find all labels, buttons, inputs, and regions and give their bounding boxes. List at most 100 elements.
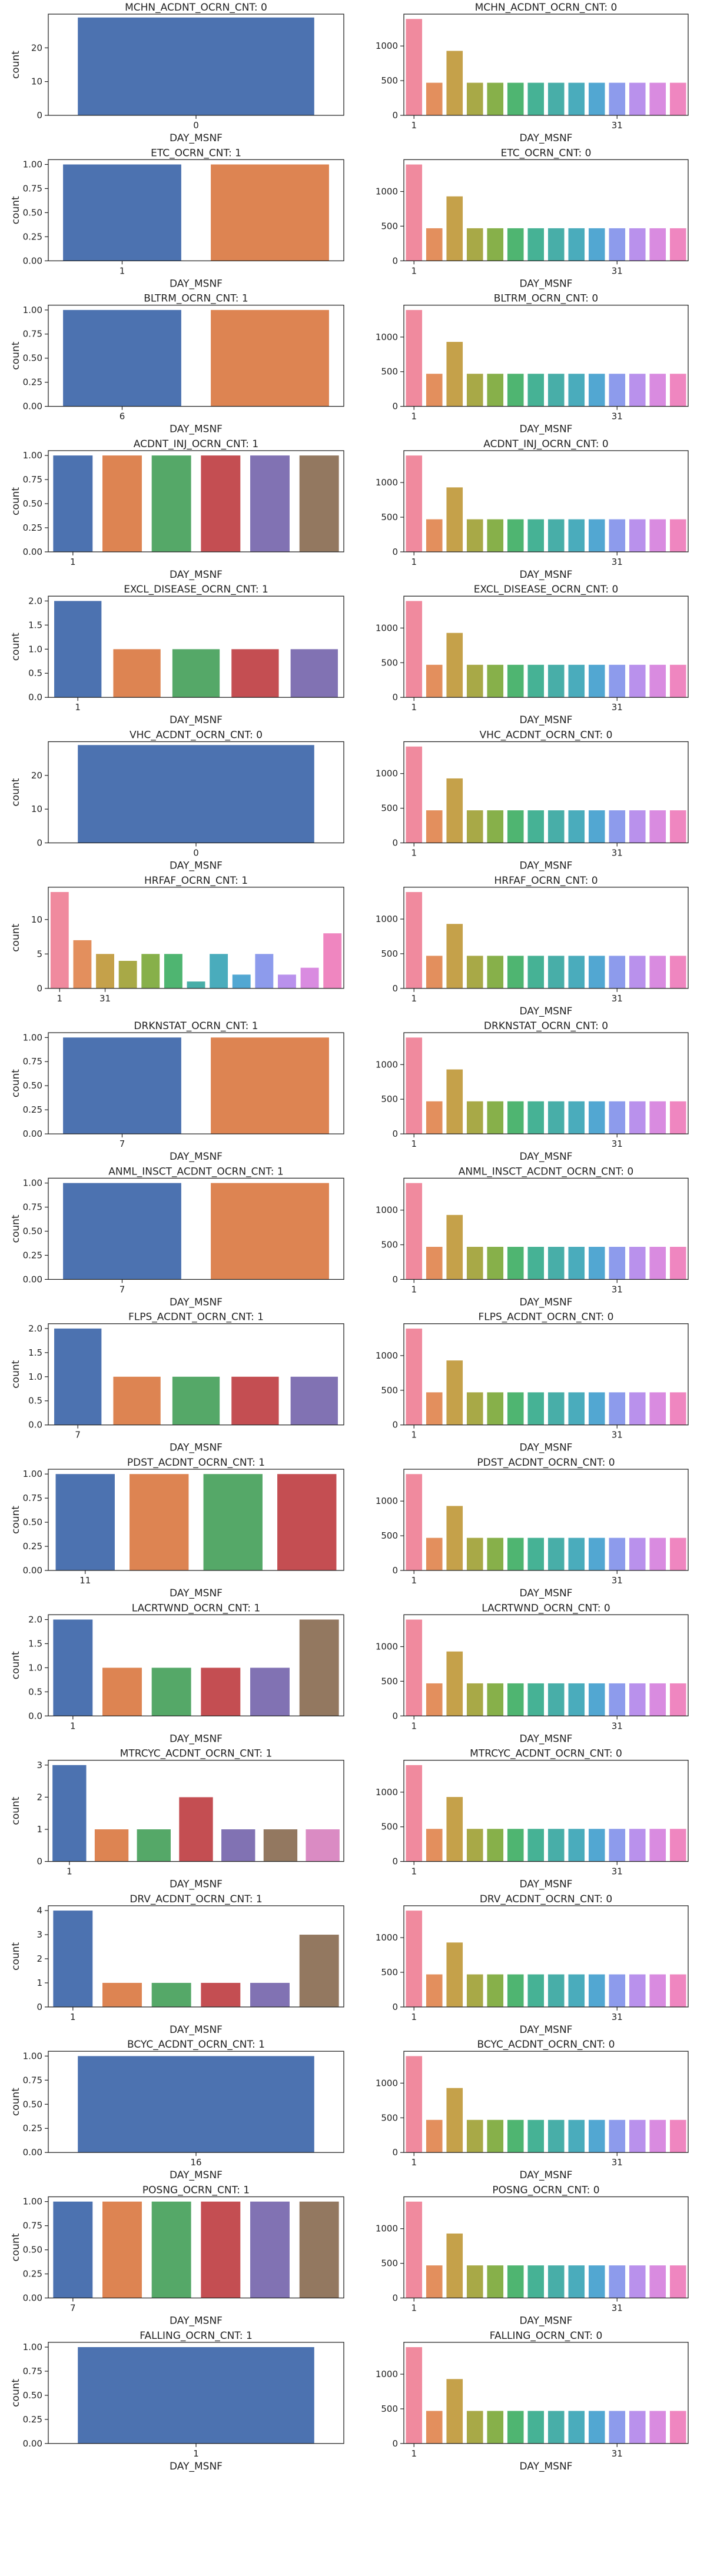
subplot-title: DRV_ACDNT_OCRN_CNT: 0 xyxy=(480,1893,612,1905)
bar xyxy=(426,2119,443,2153)
plot-frame xyxy=(48,1032,344,1134)
bar xyxy=(588,519,605,552)
x-tick-label: 31 xyxy=(612,120,623,131)
subplot-10: 0 500 1000 1 31 EXCL_DISEASE_OCRN_CNT: 0 DAY_M… xyxy=(376,584,689,726)
x-axis-label: DAY_MSNF xyxy=(170,1733,223,1745)
y-tick-label: 500 xyxy=(381,1676,398,1686)
bar xyxy=(406,1765,423,1862)
x-tick-label: 7 xyxy=(75,1430,81,1440)
bar xyxy=(609,228,626,261)
subplot-title: EXCL_DISEASE_OCRN_CNT: 1 xyxy=(124,584,268,595)
bar xyxy=(300,967,319,989)
bar xyxy=(203,1474,263,1570)
subplot-title: ACDNT_INJ_OCRN_CNT: 1 xyxy=(134,438,258,450)
x-axis-label: DAY_MSNF xyxy=(520,2024,573,2036)
x-tick-label: 31 xyxy=(612,557,623,567)
y-tick-label: 10 xyxy=(31,804,42,814)
y-tick-label: 1000 xyxy=(376,1496,398,1506)
x-tick-label: 1 xyxy=(411,2012,417,2022)
x-tick-label: 6 xyxy=(120,411,125,422)
bar xyxy=(487,374,504,407)
x-tick-label: 1 xyxy=(411,1430,417,1440)
bar xyxy=(547,956,565,989)
bar xyxy=(466,956,483,989)
y-tick-label: 0.50 xyxy=(23,498,42,509)
bar xyxy=(113,649,161,698)
bar xyxy=(250,1982,290,2007)
y-tick-label: 2 xyxy=(36,1953,42,1964)
y-tick-label: 0.25 xyxy=(23,1104,42,1115)
bar xyxy=(102,1982,142,2007)
bar xyxy=(446,1360,463,1425)
subplot-12: 0 500 1000 1 31 VHC_ACDNT_OCRN_CNT: 0 DAY_MSNF xyxy=(376,730,689,872)
bar xyxy=(466,664,483,698)
x-tick-label: 31 xyxy=(612,1720,623,1731)
bar xyxy=(446,1506,463,1570)
x-axis-label: DAY_MSNF xyxy=(520,1296,573,1308)
bar xyxy=(669,1537,686,1570)
bar xyxy=(649,1537,666,1570)
bar xyxy=(130,1474,189,1570)
bar xyxy=(466,519,483,552)
bar xyxy=(669,810,686,843)
bar xyxy=(547,82,565,115)
x-axis-label: DAY_MSNF xyxy=(520,2315,573,2327)
bar xyxy=(588,1101,605,1134)
bar xyxy=(527,810,545,843)
y-axis-label: count xyxy=(10,2233,22,2261)
subplot-title: PDST_ACDNT_OCRN_CNT: 0 xyxy=(477,1457,615,1469)
bar xyxy=(547,1247,565,1280)
bar xyxy=(55,1474,115,1570)
x-tick-label: 1 xyxy=(411,411,417,422)
subplot-title: DRKNSTAT_OCRN_CNT: 0 xyxy=(484,1020,608,1032)
subplot-title: HRFAF_OCRN_CNT: 1 xyxy=(144,875,248,887)
subplot-14: 0 500 1000 1 31 HRFAF_OCRN_CNT: 0 DAY_MSNF xyxy=(376,875,689,1017)
bar xyxy=(568,1829,585,1862)
bar xyxy=(231,1376,279,1425)
subplot-title: MCHN_ACDNT_OCRN_CNT: 0 xyxy=(125,2,267,14)
y-tick-label: 1.00 xyxy=(23,2342,42,2352)
bar xyxy=(406,455,423,552)
bar xyxy=(306,1829,340,1862)
plot-frame xyxy=(403,1323,689,1426)
bar xyxy=(547,1537,565,1570)
y-tick-label: 0 xyxy=(392,1710,398,1721)
plot-frame xyxy=(403,2196,689,2299)
bar xyxy=(426,956,443,989)
y-tick-label: 500 xyxy=(381,803,398,814)
y-tick-label: 1000 xyxy=(376,41,398,51)
subplot-18: 0 500 1000 1 31 ANML_INSCT_ACDNT_OCRN_CNT: 0 D… xyxy=(376,1166,689,1308)
bar xyxy=(487,1247,504,1280)
y-tick-label: 0 xyxy=(392,2438,398,2449)
bar xyxy=(609,519,626,552)
plot-frame xyxy=(48,1323,344,1426)
y-tick-label: 1.00 xyxy=(23,1032,42,1043)
y-tick-label: 0.75 xyxy=(23,329,42,340)
plot-frame xyxy=(403,159,689,261)
bar xyxy=(487,1537,504,1570)
y-tick-label: 0.5 xyxy=(28,1686,42,1697)
bar xyxy=(94,1829,129,1862)
bar xyxy=(487,2119,504,2153)
y-tick-label: 1000 xyxy=(376,1641,398,1652)
y-tick-label: 0.00 xyxy=(23,255,42,266)
bar xyxy=(588,1974,605,2007)
x-tick-label: 1 xyxy=(411,1866,417,1877)
bar xyxy=(629,2411,646,2444)
y-tick-label: 0.75 xyxy=(23,183,42,194)
y-tick-label: 0.00 xyxy=(23,1565,42,1576)
bar xyxy=(507,810,524,843)
plot-frame xyxy=(403,1469,689,1571)
bar xyxy=(669,2411,686,2444)
bar xyxy=(78,17,314,116)
bar xyxy=(201,1982,241,2007)
y-tick-label: 500 xyxy=(381,657,398,668)
subplot-25: 0 1 2 3 1 MTRCYC_ACDNT_OCRN_CNT: 1 DAY_MSNF cou… xyxy=(10,1748,344,1891)
bar xyxy=(527,1247,545,1280)
subplot-title: ANML_INSCT_ACDNT_OCRN_CNT: 0 xyxy=(459,1166,633,1177)
bar xyxy=(487,810,504,843)
bar xyxy=(466,1537,483,1570)
bar xyxy=(426,664,443,698)
bar xyxy=(446,2379,463,2444)
bar xyxy=(649,664,666,698)
